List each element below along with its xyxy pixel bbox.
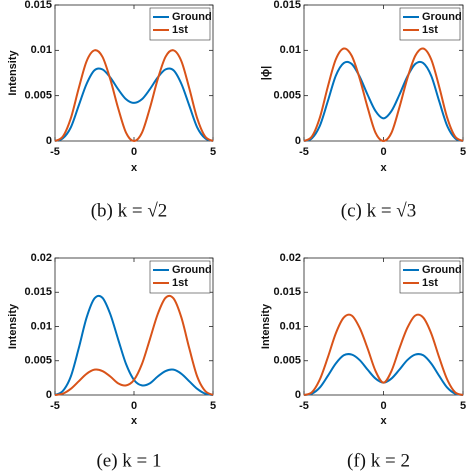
x-tick-label: 0 [131,146,137,158]
y-tick-label: 0.005 [273,90,301,102]
x-tick-label: -5 [50,400,60,412]
series-line [303,60,464,142]
caption: (f) k = 2 [347,450,410,471]
series-line [54,67,214,142]
y-tick-label: 0 [46,389,52,401]
y-tick-label: 0.015 [273,0,301,11]
y-tick-label: 0.015 [273,286,301,298]
y-tick-label: 0 [295,389,301,401]
legend-label: Ground [422,264,462,276]
y-axis-label: Intensity [260,303,272,349]
y-axis-label: Intensity [7,303,19,349]
legend-label: 1st [422,24,438,36]
legend-label: 1st [172,277,188,289]
x-axis-label: x [380,162,387,174]
x-tick-label: 5 [460,146,466,158]
x-tick-label: 5 [210,400,216,412]
legend-box [149,260,211,294]
x-tick-label: -5 [50,146,60,158]
legend-box [399,260,461,294]
series-line [303,313,464,396]
series-line [303,47,464,143]
y-tick-label: 0.01 [31,44,52,56]
y-tick-label: 0.015 [24,286,52,298]
caption: (c) k = √3 [341,200,416,221]
series-line [54,49,214,143]
y-tick-label: 0.02 [280,252,301,264]
x-tick-label: 5 [460,400,466,412]
caption: (e) k = 1 [96,450,161,471]
y-tick-label: 0.005 [24,90,52,102]
x-axis-label: x [131,415,138,427]
legend-box [149,7,211,41]
legend-label: 1st [422,277,438,289]
y-tick-label: 0.01 [31,320,52,332]
x-tick-label: 0 [380,146,386,158]
x-tick-label: 5 [210,146,216,158]
x-axis-label: x [131,162,138,174]
series-line [54,294,214,396]
y-tick-label: 0.015 [24,0,52,11]
x-tick-label: 0 [380,400,386,412]
legend-box [399,7,461,41]
legend-label: Ground [422,11,462,23]
y-tick-label: 0.005 [273,355,301,367]
x-tick-label: 0 [131,400,137,412]
y-tick-label: 0 [46,135,52,147]
x-tick-label: -5 [299,400,309,412]
y-tick-label: 0.005 [24,355,52,367]
y-tick-label: 0.02 [31,252,52,264]
y-tick-label: 0.01 [280,320,301,332]
y-tick-label: 0 [295,135,301,147]
legend-label: Ground [172,11,212,23]
legend-label: Ground [172,264,212,276]
y-axis-label: Intensity [7,50,19,96]
x-tick-label: -5 [299,146,309,158]
y-tick-label: 0.01 [280,44,301,56]
y-axis-label: |ϕ| [260,66,272,80]
x-axis-label: x [380,415,387,427]
legend-label: 1st [172,24,188,36]
caption: (b) k = √2 [91,200,168,221]
